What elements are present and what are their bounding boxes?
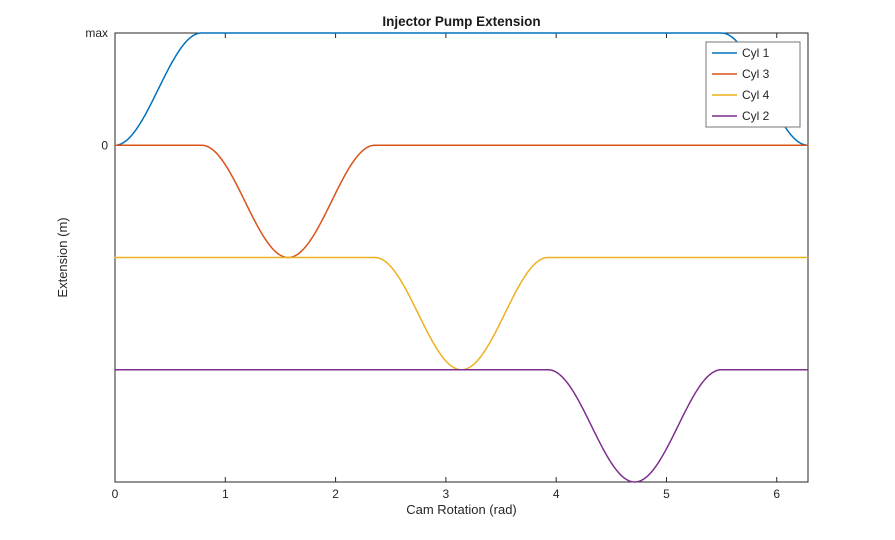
x-tick-label: 2 <box>332 487 339 501</box>
chart-title: Injector Pump Extension <box>382 14 540 29</box>
y-tick-label: max <box>85 26 108 40</box>
x-tick-label: 6 <box>773 487 780 501</box>
x-tick-label: 1 <box>222 487 229 501</box>
x-tick-label: 0 <box>112 487 119 501</box>
legend-entry-label: Cyl 1 <box>742 46 770 60</box>
x-tick-label: 5 <box>663 487 670 501</box>
y-axis-label: Extension (m) <box>55 217 70 297</box>
legend-entry-label: Cyl 2 <box>742 109 770 123</box>
legend-box <box>705 41 801 128</box>
series-line-cyl-4 <box>114 256 809 371</box>
x-tick-label: 4 <box>553 487 560 501</box>
axis-ticks: 0 1 2 3 4 5 6 max 0 <box>85 26 808 501</box>
data-curves <box>114 32 809 483</box>
series-line-cyl-2 <box>114 369 809 483</box>
legend: Cyl 1 Cyl 3 Cyl 4 Cyl 2 <box>705 41 801 128</box>
series-line-cyl-1 <box>114 32 809 146</box>
legend-entry-label: Cyl 4 <box>742 88 770 102</box>
series-line-cyl-3 <box>114 144 809 259</box>
x-tick-label: 3 <box>443 487 450 501</box>
y-tick-label: 0 <box>101 138 108 152</box>
x-axis-label: Cam Rotation (rad) <box>406 502 517 517</box>
legend-entry-label: Cyl 3 <box>742 67 770 81</box>
